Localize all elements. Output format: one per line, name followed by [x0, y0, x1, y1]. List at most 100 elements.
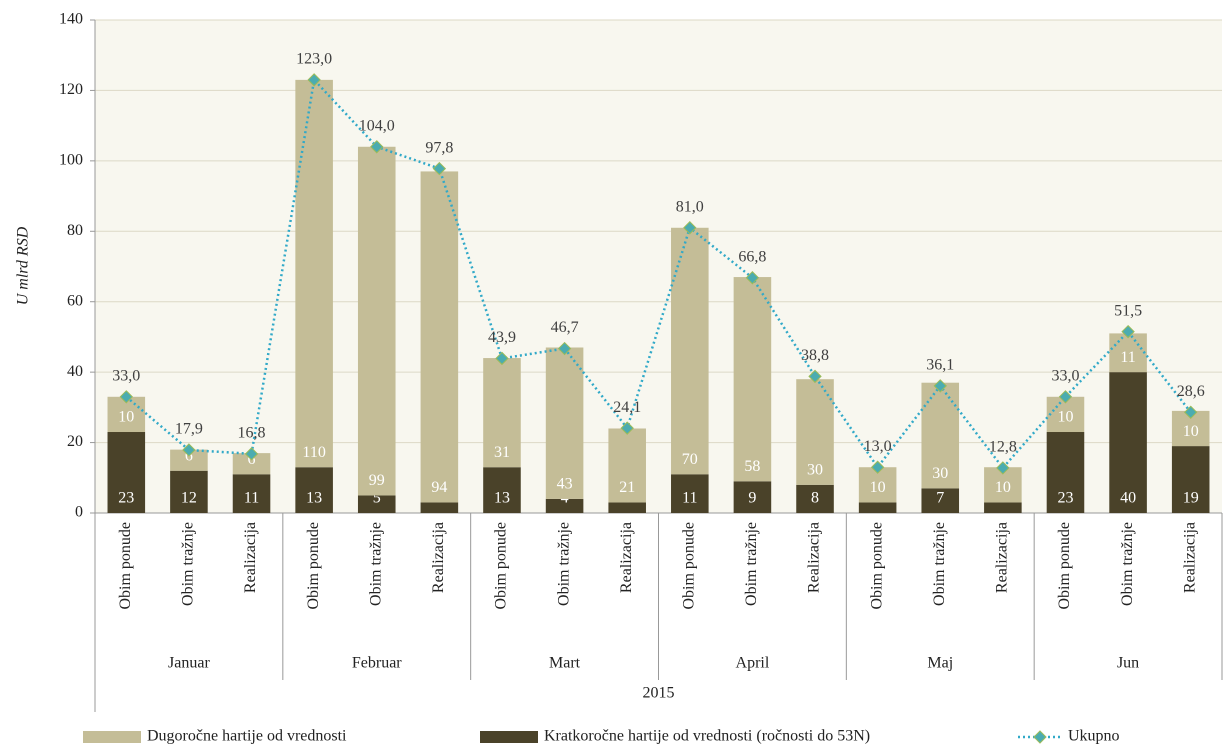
x-tick-label: Realizacija — [618, 522, 635, 593]
y-tick-label: 100 — [59, 152, 83, 169]
bar-value-label: 5 — [373, 490, 381, 507]
bar-value-label: 23 — [1057, 490, 1073, 507]
y-tick-label: 40 — [67, 363, 83, 380]
bar-segment — [608, 502, 646, 513]
bar-value-label: 13 — [494, 490, 510, 507]
bar-value-label: 12 — [181, 490, 197, 507]
bar-value-label: 8 — [811, 490, 819, 507]
bar-value-label: 94 — [431, 479, 447, 496]
total-label: 123,0 — [296, 51, 332, 68]
x-tick-label: Realizacija — [1181, 522, 1198, 593]
bar-segment — [420, 171, 459, 503]
bar-segment — [483, 467, 521, 513]
bar-value-label: 10 — [118, 409, 134, 426]
x-tick-label: Obim ponude — [868, 522, 885, 610]
total-label: 33,0 — [112, 367, 140, 384]
bar-segment — [1109, 333, 1147, 373]
plot-area — [95, 20, 1222, 513]
x-tick-label: Obim ponude — [117, 522, 134, 610]
total-marker — [683, 221, 697, 235]
x-tick-label: Obim tražnje — [931, 522, 948, 606]
total-marker — [870, 460, 885, 474]
total-label: 104,0 — [359, 117, 395, 134]
bar-segment — [545, 347, 584, 499]
total-label: 13,0 — [864, 438, 892, 455]
x-tick-label: Obim tražnje — [743, 522, 760, 606]
group-label: Februar — [352, 655, 402, 672]
bar-value-label: 70 — [682, 451, 698, 468]
total-label: 97,8 — [425, 139, 453, 156]
bar-segment — [545, 498, 584, 513]
total-label: 38,8 — [801, 347, 829, 364]
total-marker — [432, 161, 447, 176]
bar-value-label: 31 — [494, 444, 510, 461]
y-tick-label: 140 — [59, 11, 83, 28]
x-tick-label: Obim ponude — [493, 522, 510, 610]
total-marker — [1058, 390, 1073, 404]
bar-segment — [295, 79, 333, 468]
x-tick-label: Obim tražnje — [180, 522, 197, 606]
total-label: 17,9 — [175, 421, 203, 438]
bar-value-label: 10 — [870, 479, 886, 496]
bar-value-label: 99 — [369, 472, 385, 489]
bar-value-label: 7 — [936, 490, 944, 507]
x-tick-label: Obim tražnje — [1119, 522, 1136, 606]
total-marker — [620, 421, 634, 435]
total-label: 46,7 — [551, 319, 579, 336]
x-tick-label: Realizacija — [242, 522, 259, 593]
total-label: 51,5 — [1114, 302, 1142, 319]
bar-segment — [796, 379, 834, 485]
bar-segment — [1109, 372, 1147, 513]
x-tick-label: Realizacija — [430, 522, 447, 593]
bar-segment — [671, 474, 709, 513]
bar-value-label: 21 — [619, 479, 635, 496]
bar-segment — [921, 488, 960, 513]
bar-segment — [357, 146, 396, 496]
total-marker — [1183, 405, 1198, 419]
x-tick-label: Obim ponude — [1056, 522, 1073, 610]
legend-label: Kratkoročne hartije od vrednosti (ročnos… — [544, 728, 870, 745]
total-label: 24,1 — [613, 399, 641, 416]
bar-segment — [170, 470, 208, 513]
group-label: Maj — [927, 655, 953, 672]
bar-segment — [733, 277, 772, 482]
bar-segment — [295, 467, 333, 513]
bar-segment — [858, 502, 897, 513]
total-label: 43,9 — [488, 329, 516, 346]
x-group-label: 2015 — [643, 685, 675, 702]
total-label: 12,8 — [989, 439, 1017, 456]
total-label: 66,8 — [738, 248, 766, 265]
bar-value-label: 10 — [995, 479, 1011, 496]
bar-segment — [483, 358, 521, 468]
total-label: 81,0 — [676, 198, 704, 215]
total-marker — [996, 461, 1010, 475]
bar-value-label: 10 — [1057, 409, 1073, 426]
total-marker — [370, 140, 384, 154]
bar-segment — [170, 449, 208, 471]
bar-value-label: 40 — [1120, 490, 1136, 507]
legend-swatch — [480, 731, 538, 743]
legend-marker — [1033, 730, 1047, 744]
bar-value-label: 30 — [932, 465, 948, 482]
legend-swatch — [83, 731, 141, 743]
bar-segment — [733, 481, 772, 513]
bar-segment — [984, 502, 1022, 513]
bar-segment — [107, 432, 146, 513]
total-marker — [307, 73, 321, 87]
total-label: 28,6 — [1177, 383, 1205, 400]
bar-value-label: 10 — [1183, 423, 1199, 440]
total-label: 16,8 — [238, 425, 266, 442]
total-marker — [244, 447, 259, 461]
bar-segment — [1171, 446, 1210, 513]
group-label: Januar — [168, 655, 210, 672]
bar-segment — [1046, 432, 1085, 513]
total-line — [125, 77, 1192, 470]
total-marker — [933, 379, 947, 393]
group-label: Jun — [1117, 655, 1139, 672]
total-marker — [745, 271, 760, 285]
group-label: Mart — [549, 655, 581, 672]
bar-value-label: 13 — [306, 490, 322, 507]
bar-value-label: 58 — [744, 458, 760, 475]
bar-value-label: 110 — [302, 444, 325, 461]
total-marker — [182, 443, 196, 457]
